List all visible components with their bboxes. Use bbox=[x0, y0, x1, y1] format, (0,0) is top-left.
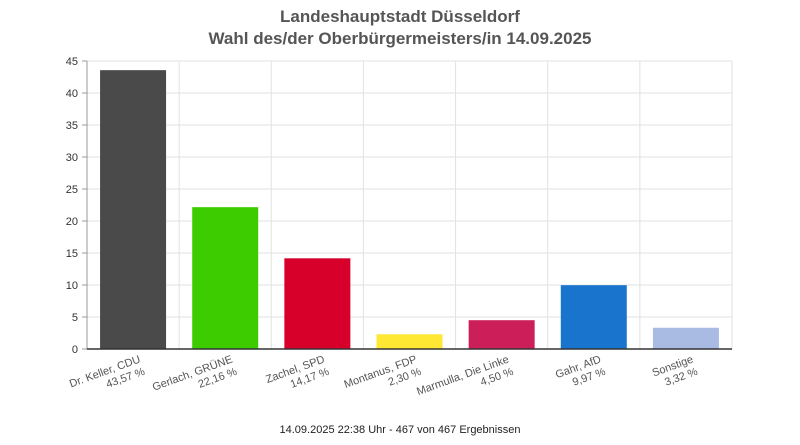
bar-0 bbox=[100, 70, 167, 349]
y-tick-label: 0 bbox=[72, 344, 78, 356]
y-tick-label: 20 bbox=[66, 216, 78, 228]
chart-title: Landeshauptstadt Düsseldorf bbox=[280, 7, 520, 26]
grid-lines bbox=[86, 60, 733, 349]
y-tick-label: 45 bbox=[66, 56, 78, 68]
bar-2 bbox=[284, 258, 351, 349]
bar-4 bbox=[468, 320, 535, 349]
y-tick-label: 25 bbox=[66, 184, 78, 196]
y-tick-label: 35 bbox=[66, 120, 78, 132]
bar-1 bbox=[192, 207, 259, 349]
results-footer: 14.09.2025 22:38 Uhr - 467 von 467 Ergeb… bbox=[279, 424, 521, 436]
y-axis: 0 5 10 15 20 25 30 35 40 45 bbox=[66, 56, 88, 356]
y-tick-label: 15 bbox=[66, 248, 78, 260]
chart-subtitle: Wahl des/der Oberbürgermeisters/in 14.09… bbox=[208, 29, 592, 48]
bar-6 bbox=[652, 327, 719, 349]
bar-3 bbox=[376, 334, 443, 349]
bars bbox=[100, 70, 719, 349]
y-tick-label: 10 bbox=[66, 280, 78, 292]
y-tick-label: 5 bbox=[72, 312, 78, 324]
y-tick-label: 30 bbox=[66, 152, 78, 164]
bar-5 bbox=[560, 285, 627, 349]
y-tick-label: 40 bbox=[66, 88, 78, 100]
